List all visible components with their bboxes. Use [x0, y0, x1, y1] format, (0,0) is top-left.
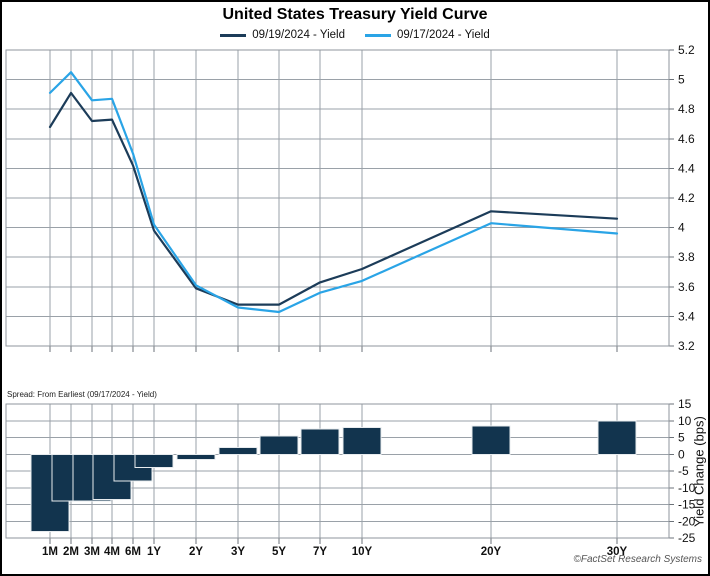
legend-label: 09/17/2024 - Yield — [397, 29, 490, 41]
spread-subtitle: Spread: From Earliest (09/17/2024 - Yiel… — [7, 390, 157, 399]
y-axis-tick-label: 5 — [678, 431, 685, 445]
y-axis-tick-label: 4.8 — [678, 102, 695, 116]
x-axis-tick-label: 20Y — [481, 546, 502, 558]
x-axis-tick-label: 3M — [84, 546, 100, 558]
y-axis-tick-label: 4.6 — [678, 132, 695, 146]
x-axis-tick-label: 2Y — [189, 546, 203, 558]
y-axis-tick-label: 3.4 — [678, 309, 695, 323]
y-axis-tick-label: 5 — [678, 73, 685, 87]
y-axis-tick-label: 0 — [678, 447, 685, 461]
spread-bar-2Y — [176, 453, 216, 460]
yield-curve-line-chart: 3.2 3.4 3.6 3.8 4 4.2 4.4 4.6 4.8 5 5.2 — [5, 43, 695, 353]
page-title: United States Treasury Yield Curve — [222, 6, 488, 23]
y-axis-tick-label: -25 — [678, 531, 696, 545]
y-axis-tick-label: -15 — [678, 498, 696, 512]
x-axis-tick-label: 1M — [42, 546, 58, 558]
x-axis-tick-label: 2M — [63, 546, 79, 558]
x-axis-tick-label: 1Y — [147, 546, 161, 558]
yield-change-bar-chart: 15 10 5 0 -5 -10 -15 -20 -25 1M 2M 3M 4M 6M 1Y 2Y 3Y 5Y 7Y… — [5, 397, 696, 558]
x-axis-tick-label: 5Y — [272, 546, 286, 558]
x-axis-tick-label: 6M — [125, 546, 141, 558]
legend-item-0919: 09/19/2024 - Yield — [220, 29, 345, 41]
x-axis-tick-label: 7Y — [313, 546, 327, 558]
y-axis-tick-label: 4.2 — [678, 191, 695, 205]
spread-bar-10Y — [342, 426, 382, 455]
y-axis-tick-label: 10 — [678, 414, 692, 428]
legend-label: 09/19/2024 - Yield — [252, 29, 345, 41]
spread-bar-30Y — [597, 420, 637, 455]
y-axis-tick-label: 4 — [678, 221, 685, 235]
x-axis-tick-label: 3Y — [231, 546, 245, 558]
spread-bar-3Y — [218, 447, 258, 455]
legend-item-0917: 09/17/2024 - Yield — [365, 29, 490, 41]
y-axis-title: Yield Change (bps) — [691, 416, 707, 528]
x-axis-tick-label: 4M — [104, 546, 120, 558]
spread-bar-7Y — [300, 428, 340, 455]
spread-bar-1Y — [134, 453, 174, 469]
y-axis-tick-label: -5 — [678, 464, 689, 478]
plot-border — [5, 403, 670, 539]
y-axis-tick-label: 5.2 — [678, 43, 695, 57]
legend: 09/19/2024 - Yield 09/17/2024 - Yield — [2, 29, 708, 41]
yield-line-series-0 — [48, 91, 619, 306]
y-axis-tick-label: 15 — [678, 397, 692, 411]
series-swatch-icon — [365, 33, 391, 37]
yield-line-series-1 — [48, 71, 619, 314]
x-axis-tick-label: 10Y — [352, 546, 373, 558]
factset-credit: ©FactSet Research Systems — [573, 554, 702, 565]
x-axis-tick-label: 30Y — [607, 546, 628, 558]
y-axis-tick-label: 3.6 — [678, 280, 695, 294]
y-axis-tick-label: -10 — [678, 481, 696, 495]
y-axis-tick-label: 3.2 — [678, 339, 695, 353]
spread-bar-5Y — [259, 435, 299, 455]
y-axis-tick-label: 3.8 — [678, 250, 695, 264]
plot-border — [5, 49, 670, 347]
spread-bar-20Y — [471, 425, 511, 455]
series-swatch-icon — [220, 33, 247, 37]
y-axis-tick-label: 4.4 — [678, 161, 695, 175]
y-axis-tick-label: -20 — [678, 514, 696, 528]
